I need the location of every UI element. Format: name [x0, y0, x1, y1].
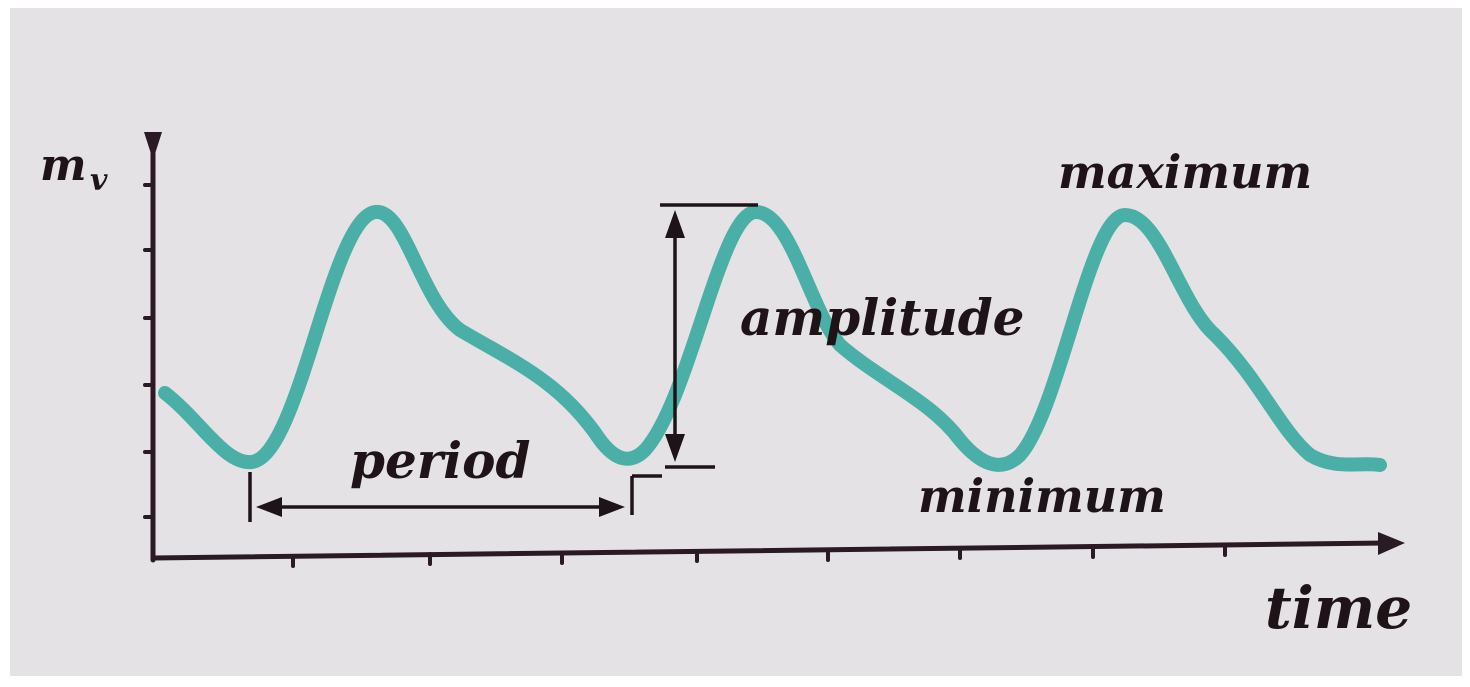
amplitude-label: amplitude [740, 288, 1024, 347]
background [10, 8, 1462, 676]
y-axis-label: m [40, 140, 87, 191]
amplitude-marker [660, 203, 758, 469]
axes [143, 132, 1405, 568]
period-marker [248, 472, 662, 522]
maximum-label: maximum [1058, 145, 1312, 199]
y-axis-subscript: v [90, 163, 108, 198]
period-label: period [350, 431, 530, 490]
x-axis-label: time [1265, 574, 1412, 642]
minimum-label: minimum [918, 469, 1166, 523]
light-curve [158, 205, 1387, 472]
